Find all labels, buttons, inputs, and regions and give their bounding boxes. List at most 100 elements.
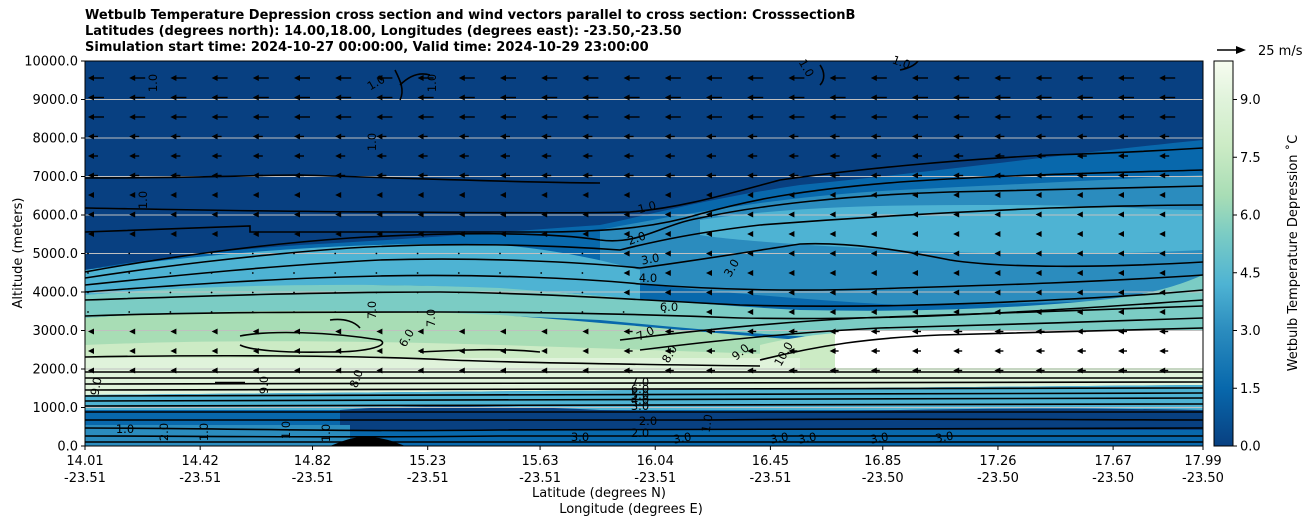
y-tick-label: 1000.0 <box>33 401 79 416</box>
wind-vector <box>457 291 460 294</box>
wind-vector <box>623 328 633 335</box>
wind-vector <box>664 367 674 374</box>
wind-vector <box>210 311 213 313</box>
wind-vector <box>747 289 754 296</box>
wind-vector <box>88 94 104 101</box>
wind-vector <box>994 231 1001 237</box>
wind-vector <box>623 211 630 218</box>
wind-vector <box>664 75 681 81</box>
wind-vector <box>623 153 634 159</box>
wind-vector <box>211 172 222 179</box>
wind-vector <box>170 328 177 335</box>
wind-vector <box>953 114 970 120</box>
wind-vector <box>335 211 342 218</box>
wind-vector <box>1035 289 1042 296</box>
wind-vector <box>252 172 263 179</box>
colorbar-tick-label: 3.0 <box>1240 324 1261 339</box>
wind-vector <box>541 153 552 159</box>
wind-vector <box>664 172 675 179</box>
contour-label: 9.0 <box>257 376 271 394</box>
y-tick-label: 2000.0 <box>33 363 79 378</box>
wind-vector <box>128 311 131 313</box>
contour-line <box>85 381 1203 385</box>
wind-vector <box>458 328 465 335</box>
wind-vector <box>294 172 304 179</box>
wind-vector <box>706 309 712 315</box>
wind-vector <box>376 94 393 101</box>
wind-vector <box>912 75 928 81</box>
wind-vector <box>953 250 960 257</box>
x-axis-label-lat: Latitude (degrees N) <box>532 486 666 501</box>
wind-vector <box>581 311 584 313</box>
wind-vector <box>622 311 625 313</box>
x-tick-label-lat: 14.01 <box>66 454 103 469</box>
x-tick-label-lon: -23.51 <box>407 471 449 486</box>
wind-vector <box>870 250 877 257</box>
wind-vector <box>706 133 716 140</box>
wind-vector <box>129 75 146 81</box>
contour-line <box>85 403 1203 407</box>
wind-vector <box>500 328 506 335</box>
contour-line <box>85 392 1203 397</box>
wind-vector <box>1076 231 1083 237</box>
wind-vector <box>1076 133 1087 140</box>
wind-vector <box>747 348 757 354</box>
contour-line <box>85 185 1203 273</box>
colorbar-tick-label: 1.5 <box>1240 382 1261 397</box>
wind-vector <box>870 309 877 315</box>
wind-vector <box>912 153 922 159</box>
colorbar-tick-label: 0.0 <box>1240 440 1261 455</box>
wind-vector <box>1076 75 1093 81</box>
wind-vector <box>1159 250 1166 257</box>
wind-vector <box>417 348 424 354</box>
x-tick-label-lon: -23.51 <box>64 471 106 486</box>
wind-vector <box>541 172 552 179</box>
wind-vector <box>788 348 798 354</box>
wind-vector <box>294 231 300 237</box>
wind-vector <box>994 75 1011 81</box>
wind-vector <box>664 231 671 237</box>
wind-vector <box>500 172 510 179</box>
wind-vector <box>870 172 881 179</box>
wind-vector <box>1118 270 1124 276</box>
wind-vector <box>912 270 918 276</box>
wind-vector <box>376 153 387 159</box>
wind-vector <box>541 192 548 198</box>
wind-vector <box>170 172 181 179</box>
contour-line <box>419 348 541 353</box>
wind-vector <box>1076 153 1087 159</box>
wind-vector <box>458 114 475 120</box>
wind-vector <box>1118 211 1124 218</box>
wind-vector <box>1159 367 1169 374</box>
wind-vector <box>829 289 836 296</box>
wind-vector <box>500 94 516 101</box>
wind-vector <box>458 94 475 101</box>
wind-vector <box>294 348 300 354</box>
wind-vector <box>870 94 887 101</box>
wind-vector <box>788 270 795 276</box>
x-tick-label-lat: 15.63 <box>521 454 558 469</box>
wind-vector <box>293 252 295 255</box>
wind-vector <box>623 289 630 296</box>
x-tick-label-lon: -23.51 <box>749 471 791 486</box>
wind-vector <box>87 291 89 294</box>
wind-vector <box>128 252 131 255</box>
wind-vector <box>87 311 89 313</box>
contour-line <box>85 411 1203 414</box>
wind-vector <box>1035 94 1052 101</box>
wind-vector <box>912 348 921 354</box>
wind-vector <box>953 328 963 335</box>
contour-label: 3.0 <box>571 430 589 444</box>
wind-vector <box>788 211 795 218</box>
wind-vector <box>541 367 548 374</box>
wind-vector <box>88 367 94 374</box>
wind-vector <box>664 153 675 159</box>
wind-vector <box>500 211 506 218</box>
wind-vector <box>829 192 836 198</box>
wind-vector <box>912 328 921 335</box>
wind-vector <box>416 272 419 274</box>
wind-vector <box>252 133 263 140</box>
wind-vector <box>541 94 558 101</box>
x-tick-label-lat: 16.45 <box>752 454 789 469</box>
wind-vector <box>375 311 378 313</box>
